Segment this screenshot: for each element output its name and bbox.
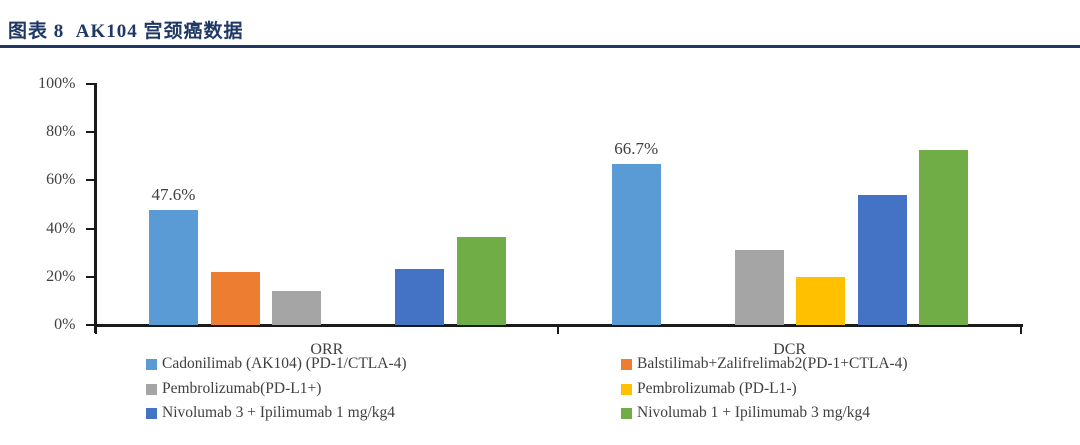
y-tick-label: 60% [46,171,76,189]
category-label-orr: ORR [310,341,344,358]
legend-label: Pembrolizumab(PD-L1+) [162,380,322,397]
legend-item: Pembrolizumab (PD-L1-) [621,380,797,398]
bar-dcr-series1 [611,164,661,325]
legend-item: Pembrolizumab(PD-L1+) [146,380,321,398]
legend-item: Nivolumab 1 + Ipilimumab 3 mg/kg4 [621,404,870,422]
bar-dcr-series5 [857,195,907,325]
legend-item: Cadonilimab (AK104) (PD-1/CTLA-4) [146,355,407,373]
figure-title: 图表 8 AK104 宫颈癌数据 [8,21,244,42]
bar-dcr-series6 [919,149,969,325]
legend-marker-icon [146,358,157,370]
legend-marker-icon [621,407,632,419]
y-tick-label: 100% [38,75,76,92]
legend-item: Balstilimab+Zalifrelimab2(PD-1+CTLA-4) [621,355,908,373]
x-axis-tick [94,326,97,334]
bar-orr-series5 [395,269,444,325]
bar-dcr-series3 [734,250,784,325]
title-underline [0,45,1080,48]
y-axis [94,83,97,333]
bar-orr-series1 [149,210,198,325]
legend-label: Pembrolizumab (PD-L1-) [637,380,797,397]
y-tick-label: 0% [54,316,76,333]
bar-orr-series6 [456,237,506,325]
data-label-orr: 47.6% [151,185,196,205]
legend-marker-icon [621,383,632,395]
y-axis-tick [86,324,94,326]
bar-orr-series3 [272,291,321,325]
category-label-dcr: DCR [773,341,807,358]
x-axis-tick [557,326,560,334]
y-axis-tick [86,275,94,278]
legend-marker-icon [146,407,157,419]
y-axis-tick [86,131,94,134]
y-axis-tick [86,83,94,85]
legend-label: Balstilimab+Zalifrelimab2(PD-1+CTLA-4) [637,355,908,372]
legend-label: Nivolumab 3 + Ipilimumab 1 mg/kg4 [162,404,396,421]
y-tick-label: 80% [46,123,76,141]
bar-dcr-series4 [796,276,846,325]
y-axis-tick [86,227,94,230]
legend-marker-icon [146,383,157,395]
x-axis [94,324,1023,327]
legend-marker-icon [621,358,632,370]
legend-item: Nivolumab 3 + Ipilimumab 1 mg/kg4 [146,404,395,422]
bar-orr-series2 [210,271,260,325]
y-tick-label: 40% [46,219,76,237]
y-tick-label: 20% [46,267,76,285]
y-axis-tick [86,179,94,182]
data-label-dcr: 66.7% [614,139,659,159]
legend-label: Cadonilimab (AK104) (PD-1/CTLA-4) [162,355,407,372]
x-axis-tick [1020,326,1022,334]
legend-label: Nivolumab 1 + Ipilimumab 3 mg/kg4 [637,404,871,421]
